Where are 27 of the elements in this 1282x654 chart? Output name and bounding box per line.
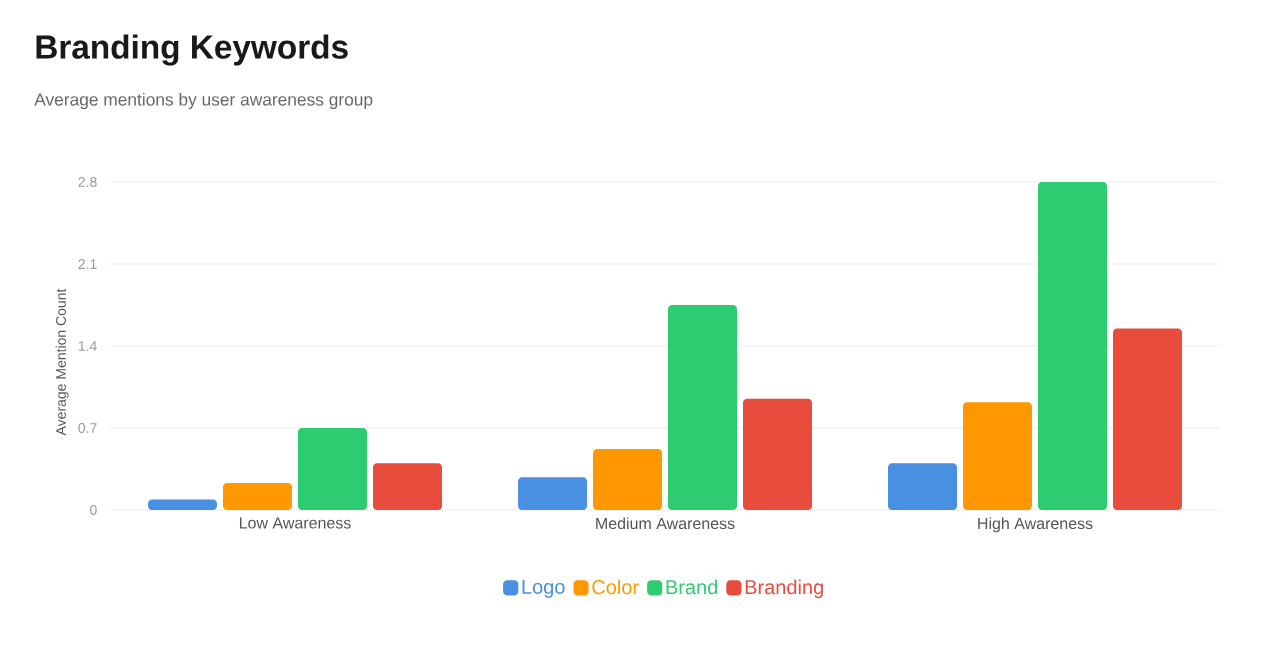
x-tick-label: Low Awareness xyxy=(239,517,351,529)
x-tick-label: High Awareness xyxy=(978,517,1093,533)
bar xyxy=(963,402,1033,510)
bar xyxy=(518,477,587,510)
legend-label: Logo xyxy=(522,579,565,598)
bar xyxy=(1113,328,1183,510)
y-tick-label: 1.4 xyxy=(78,341,97,351)
chart-title: Branding Keywords xyxy=(36,34,348,66)
legend-label: Branding xyxy=(745,579,823,599)
y-axis-title: Average Mention Count xyxy=(55,288,69,436)
y-tick-label: 0.7 xyxy=(78,423,97,433)
bar xyxy=(888,463,957,510)
chart-subtitle: Average mentions by user awareness group xyxy=(34,92,373,110)
legend-label: Brand xyxy=(666,579,718,595)
bar xyxy=(743,398,813,510)
bar xyxy=(298,428,367,510)
bar xyxy=(593,449,662,510)
y-tick-label: 0 xyxy=(90,505,97,515)
bar xyxy=(148,499,217,510)
bar xyxy=(668,305,738,510)
y-tick-label: 2.8 xyxy=(78,177,97,187)
bar xyxy=(223,483,292,510)
y-tick-label: 2.1 xyxy=(78,259,97,269)
bar xyxy=(373,463,443,510)
bar xyxy=(1038,182,1108,510)
x-tick-label: Medium Awareness xyxy=(596,517,735,530)
legend-label: Color xyxy=(592,579,639,595)
